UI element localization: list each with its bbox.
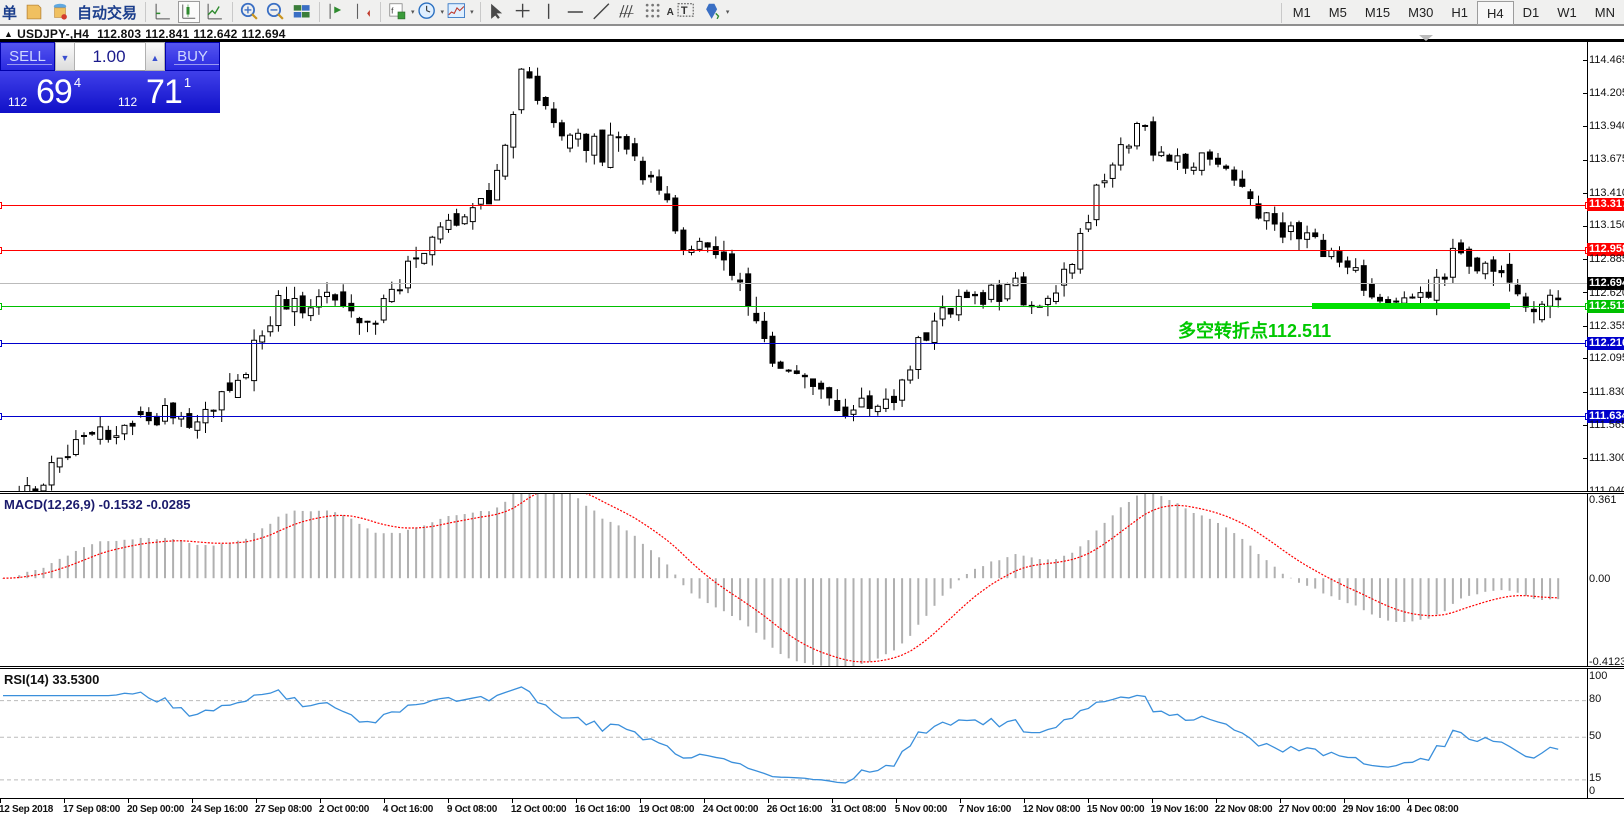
svg-text:T: T bbox=[681, 5, 688, 17]
